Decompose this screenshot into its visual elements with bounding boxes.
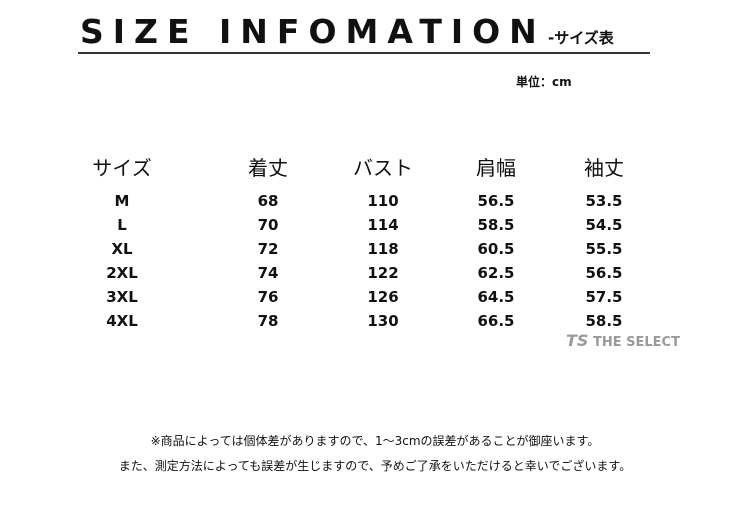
- column-header: 着丈: [248, 156, 288, 180]
- table-cell: 68: [257, 192, 279, 210]
- note-line-2: また、測定方法によっても誤差が生じますので、予めご了承をいただけると幸いでござい…: [118, 459, 632, 473]
- table-cell: 64.5: [477, 288, 515, 306]
- table-cell: 57.5: [585, 288, 623, 306]
- title-divider: [78, 52, 650, 54]
- ts-logo-icon: TS: [566, 331, 589, 350]
- unit-label: 単位：cm: [516, 75, 572, 89]
- page-subtitle: -サイズ表: [548, 29, 614, 47]
- column-header: サイズ: [92, 156, 152, 180]
- table-cell: 53.5: [585, 192, 623, 210]
- table-cell: XL: [111, 240, 133, 258]
- table-cell: 122: [367, 264, 399, 282]
- table-cell: 72: [257, 240, 279, 258]
- table-cell: 118: [367, 240, 399, 258]
- table-cell: 114: [367, 216, 399, 234]
- table-cell: M: [114, 192, 130, 210]
- column-header: 袖丈: [584, 156, 624, 180]
- table-cell: 2XL: [106, 264, 138, 282]
- watermark-logo: TS THE SELECT: [566, 331, 680, 350]
- table-cell: 78: [257, 312, 279, 330]
- table-cell: 70: [257, 216, 279, 234]
- table-cell: 110: [367, 192, 399, 210]
- table-cell: 55.5: [585, 240, 623, 258]
- table-cell: 76: [257, 288, 279, 306]
- table-cell: 58.5: [477, 216, 515, 234]
- table-cell: 58.5: [585, 312, 623, 330]
- table-cell: 66.5: [477, 312, 515, 330]
- note-line-1: ※商品によっては個体差がありますので、1～3cmの誤差があることが御座います。: [150, 434, 600, 448]
- column-header: バスト: [353, 156, 413, 180]
- page-title: SIZE INFOMATION: [80, 12, 546, 51]
- table-cell: 54.5: [585, 216, 623, 234]
- table-cell: 56.5: [585, 264, 623, 282]
- column-header: 肩幅: [476, 156, 516, 180]
- table-cell: 3XL: [106, 288, 138, 306]
- table-cell: 62.5: [477, 264, 515, 282]
- table-cell: L: [117, 216, 127, 234]
- table-cell: 126: [367, 288, 399, 306]
- table-cell: 56.5: [477, 192, 515, 210]
- table-cell: 74: [257, 264, 279, 282]
- table-cell: 4XL: [106, 312, 138, 330]
- table-cell: 60.5: [477, 240, 515, 258]
- table-cell: 130: [367, 312, 399, 330]
